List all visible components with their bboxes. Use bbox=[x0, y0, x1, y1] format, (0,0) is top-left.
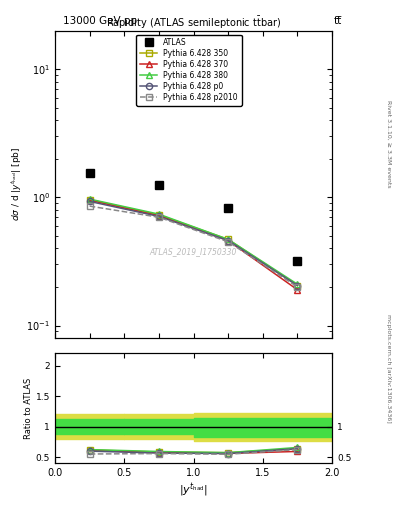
Pythia 6.428 370 bbox=[87, 197, 92, 203]
Line: Pythia 6.428 p0: Pythia 6.428 p0 bbox=[86, 198, 301, 289]
Line: Pythia 6.428 380: Pythia 6.428 380 bbox=[86, 196, 301, 287]
Pythia 6.428 350 bbox=[87, 197, 92, 203]
Pythia 6.428 380 bbox=[226, 237, 231, 243]
Line: Pythia 6.428 370: Pythia 6.428 370 bbox=[86, 197, 301, 293]
Pythia 6.428 380 bbox=[156, 211, 161, 217]
Text: 13000 GeV pp: 13000 GeV pp bbox=[63, 16, 137, 27]
Pythia 6.428 p2010 bbox=[156, 214, 161, 220]
Text: mcplots.cern.ch [arXiv:1306.3436]: mcplots.cern.ch [arXiv:1306.3436] bbox=[386, 314, 391, 423]
Pythia 6.428 p2010 bbox=[226, 239, 231, 245]
ATLAS bbox=[156, 182, 161, 188]
Text: Rivet 3.1.10, ≥ 3.3M events: Rivet 3.1.10, ≥ 3.3M events bbox=[386, 99, 391, 187]
Pythia 6.428 370 bbox=[295, 287, 300, 293]
Pythia 6.428 380 bbox=[87, 196, 92, 202]
Title: Rapidity (ATLAS semileptonic t$\bar{\mathrm{t}}$bar): Rapidity (ATLAS semileptonic t$\bar{\mat… bbox=[106, 14, 281, 31]
Pythia 6.428 370 bbox=[226, 238, 231, 244]
Pythia 6.428 p2010 bbox=[295, 284, 300, 290]
Pythia 6.428 p0 bbox=[156, 214, 161, 220]
Line: Pythia 6.428 p2010: Pythia 6.428 p2010 bbox=[86, 203, 301, 290]
Pythia 6.428 380 bbox=[295, 281, 300, 287]
Text: ATLAS_2019_I1750330: ATLAS_2019_I1750330 bbox=[150, 247, 237, 257]
ATLAS bbox=[87, 170, 92, 176]
Text: tt̅: tt̅ bbox=[334, 16, 342, 27]
X-axis label: $|y^{t_\mathrm{had}}|$: $|y^{t_\mathrm{had}}|$ bbox=[179, 481, 208, 499]
Pythia 6.428 350 bbox=[156, 212, 161, 218]
Pythia 6.428 350 bbox=[295, 283, 300, 289]
ATLAS bbox=[295, 258, 300, 264]
Pythia 6.428 p0 bbox=[295, 283, 300, 289]
Pythia 6.428 350 bbox=[226, 237, 231, 243]
ATLAS bbox=[226, 205, 231, 211]
Y-axis label: $d\sigma$ / d $|y^{t_\mathrm{had}}|$ [pb]: $d\sigma$ / d $|y^{t_\mathrm{had}}|$ [pb… bbox=[9, 147, 24, 222]
Pythia 6.428 370 bbox=[156, 212, 161, 219]
Line: ATLAS: ATLAS bbox=[86, 169, 301, 265]
Line: Pythia 6.428 350: Pythia 6.428 350 bbox=[86, 197, 301, 289]
Legend: ATLAS, Pythia 6.428 350, Pythia 6.428 370, Pythia 6.428 380, Pythia 6.428 p0, Py: ATLAS, Pythia 6.428 350, Pythia 6.428 37… bbox=[136, 34, 242, 105]
Pythia 6.428 p2010 bbox=[87, 203, 92, 209]
Pythia 6.428 p0 bbox=[226, 238, 231, 244]
Pythia 6.428 p0 bbox=[87, 198, 92, 204]
Y-axis label: Ratio to ATLAS: Ratio to ATLAS bbox=[24, 378, 33, 439]
